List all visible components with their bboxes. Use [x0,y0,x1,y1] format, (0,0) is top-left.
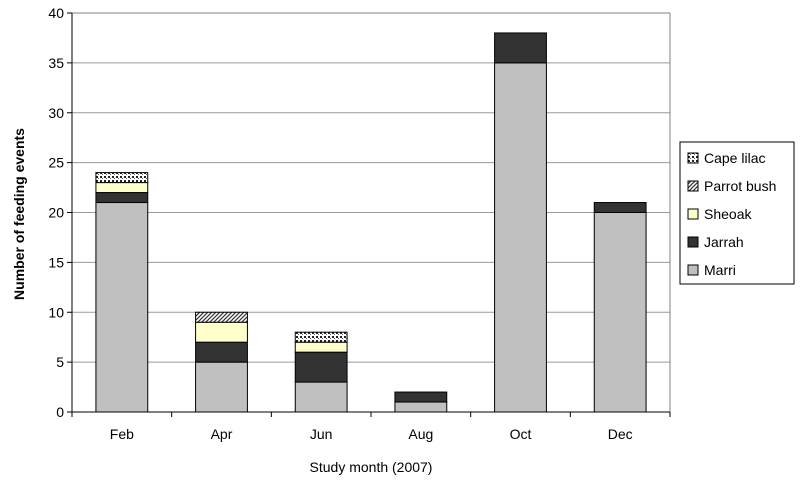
x-tick-label: Dec [608,426,633,442]
legend-swatch-parrot-bush [687,180,699,192]
bar-stack-jun [294,331,348,413]
legend-label: Jarrah [704,234,744,250]
legend-swatch-jarrah [687,236,699,248]
y-tick-label: 20 [48,205,64,221]
legend-swatch-sheoak [687,208,699,220]
y-axis-title: Number of feeding events [11,128,27,300]
bar-segment-jarrah [294,351,348,383]
x-axis-title: Study month (2007) [310,459,433,475]
legend-label: Marri [704,262,736,278]
bar-segment-marri [394,401,448,413]
bar-segment-marri [95,202,149,413]
y-tick-label: 10 [48,304,64,320]
gridlines [72,12,670,363]
x-tick-label: Aug [408,426,433,442]
bar-segment-sheoak [95,182,149,194]
bar-segment-marri [593,212,647,413]
legend-label: Sheoak [704,206,752,222]
x-tick-label: Jun [310,426,333,442]
legend-label: Cape lilac [704,150,765,166]
bar-segment-cape-lilac [95,172,149,184]
y-tick-label: 15 [48,254,64,270]
bar-segment-cape-lilac [294,331,348,343]
bar-segment-jarrah [593,202,647,213]
y-tick-label: 30 [48,105,64,121]
x-tick-label: Feb [110,426,134,442]
bar-segment-sheoak [195,321,248,343]
bar-segment-parrot-bush [195,311,248,323]
bar-stack-aug [394,391,448,413]
bar-segment-marri [294,381,348,413]
legend-swatch-marri [687,264,699,276]
bar-segment-marri [195,361,248,413]
bar-stack-oct [494,32,547,413]
legend: Cape lilac Parrot bush Sheoak Jarrah Marri [679,141,795,285]
x-tick-label: Apr [211,426,233,442]
bars [95,32,647,413]
bar-segment-sheoak [294,341,348,353]
y-tick-label: 0 [56,404,64,420]
tick-labels: 0 5 10 15 20 25 30 35 40 Feb Apr Jun Aug Oct Dec [48,5,671,442]
bar-stack-dec [593,202,647,413]
bar-segment-marri [494,62,547,413]
y-tick-label: 40 [48,5,64,21]
bar-segment-jarrah [95,192,149,204]
legend-swatch-cape-lilac [687,152,699,164]
bar-stack-feb [95,172,149,413]
legend-box [679,141,795,285]
bar-segment-jarrah [494,32,547,64]
x-tick-label: Oct [510,426,532,442]
bar-segment-jarrah [394,391,448,403]
bar-stack-apr [195,311,248,413]
y-tick-label: 5 [56,354,64,370]
y-tick-label: 25 [48,155,64,171]
bar-segment-jarrah [195,341,248,363]
legend-label: Parrot bush [704,178,776,194]
y-tick-label: 35 [48,55,64,71]
